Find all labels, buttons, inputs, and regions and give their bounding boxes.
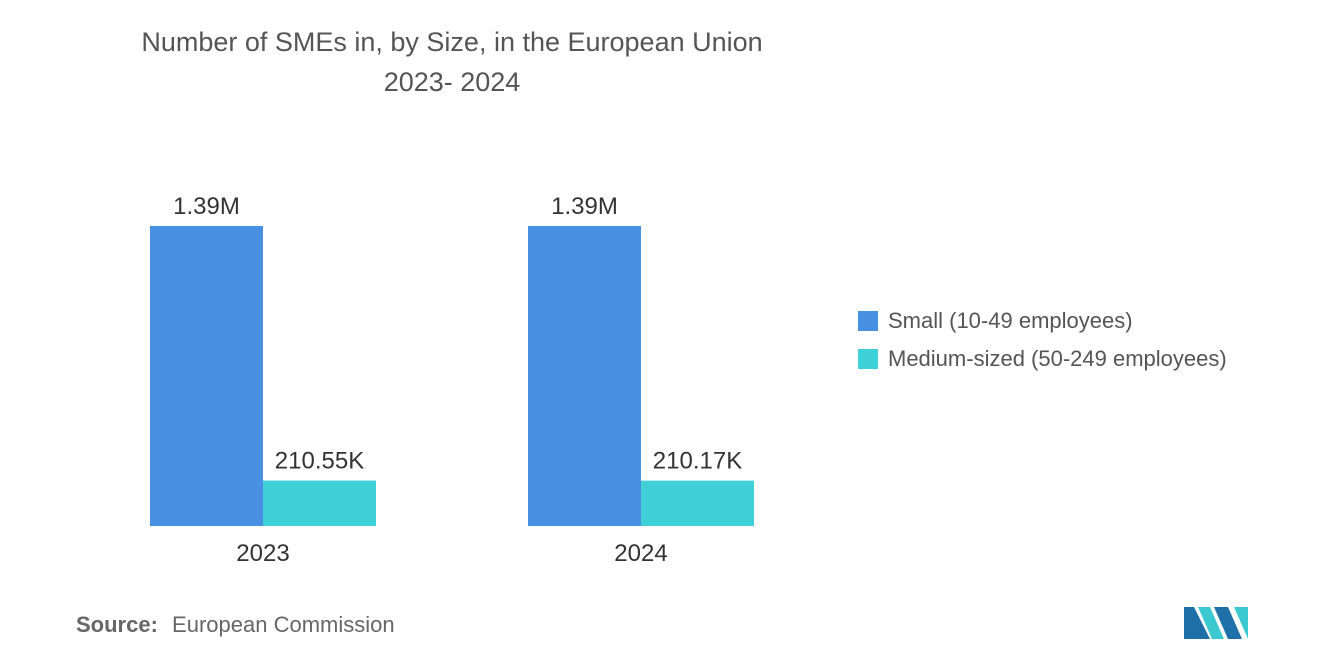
mordor-intelligence-logo-icon: [1184, 607, 1248, 639]
legend-swatch-small: [858, 311, 878, 331]
chart-title: Number of SMEs in, by Size, in the Europ…: [141, 27, 763, 57]
x-tick-label-2024: 2024: [614, 540, 667, 567]
legend-label-medium: Medium-sized (50-249 employees): [888, 346, 1227, 371]
legend-swatch-medium: [858, 349, 878, 369]
data-label-2023-series-0: 1.39M: [173, 193, 240, 220]
data-label-2023-series-1: 210.55K: [275, 448, 364, 475]
bar-2023-series-1: [263, 480, 376, 526]
bar-2024-series-0: [528, 226, 641, 526]
bar-2024-series-1: [641, 480, 754, 526]
source-label: Source:: [76, 612, 158, 637]
data-label-2024-series-0: 1.39M: [551, 193, 618, 220]
bar-2023-series-0: [150, 226, 263, 526]
chart-title-block: Number of SMEs in, by Size, in the Europ…: [92, 22, 812, 102]
source-text: European Commission: [172, 612, 395, 637]
legend-label-small: Small (10-49 employees): [888, 308, 1133, 333]
x-tick-label-2023: 2023: [236, 540, 289, 567]
chart-legend: Small (10-49 employees) Medium-sized (50…: [858, 302, 1227, 378]
chart-subtitle: 2023- 2024: [383, 67, 521, 97]
legend-item-medium: Medium-sized (50-249 employees): [858, 340, 1227, 378]
data-label-2024-series-1: 210.17K: [653, 448, 742, 475]
legend-item-small: Small (10-49 employees): [858, 302, 1227, 340]
source-note: Source: European Commission: [76, 612, 395, 638]
